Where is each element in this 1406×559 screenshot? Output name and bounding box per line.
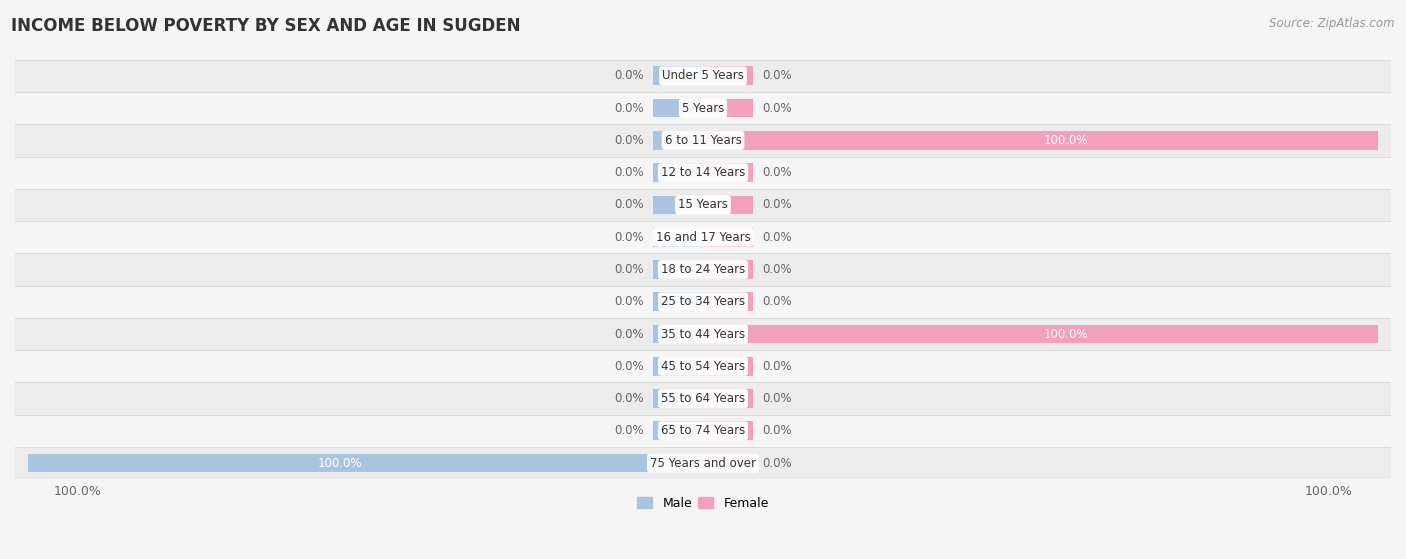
Text: 0.0%: 0.0% xyxy=(614,102,644,115)
Text: 25 to 34 Years: 25 to 34 Years xyxy=(661,295,745,308)
Bar xyxy=(15,157,1391,189)
Text: 0.0%: 0.0% xyxy=(614,295,644,308)
Bar xyxy=(15,189,1391,221)
Bar xyxy=(703,196,754,214)
Text: 0.0%: 0.0% xyxy=(614,392,644,405)
Text: 0.0%: 0.0% xyxy=(762,231,792,244)
Bar xyxy=(15,286,1391,318)
Text: 0.0%: 0.0% xyxy=(762,360,792,373)
Text: 16 and 17 Years: 16 and 17 Years xyxy=(655,231,751,244)
Text: 0.0%: 0.0% xyxy=(762,424,792,437)
Text: 12 to 14 Years: 12 to 14 Years xyxy=(661,166,745,179)
Bar xyxy=(703,389,754,408)
Text: 0.0%: 0.0% xyxy=(762,166,792,179)
Bar xyxy=(754,131,1378,150)
Bar xyxy=(652,67,703,85)
Bar xyxy=(15,447,1391,479)
Text: 100.0%: 100.0% xyxy=(1043,134,1088,147)
Bar xyxy=(754,325,1378,343)
Bar xyxy=(652,325,703,343)
Bar xyxy=(652,454,703,472)
Text: 0.0%: 0.0% xyxy=(614,360,644,373)
Text: 0.0%: 0.0% xyxy=(762,102,792,115)
Bar xyxy=(703,67,754,85)
Text: 0.0%: 0.0% xyxy=(762,263,792,276)
Bar xyxy=(703,228,754,247)
Text: 65 to 74 Years: 65 to 74 Years xyxy=(661,424,745,437)
Bar xyxy=(703,163,754,182)
Bar xyxy=(703,99,754,117)
Text: 0.0%: 0.0% xyxy=(762,198,792,211)
Bar xyxy=(652,228,703,247)
Bar xyxy=(703,357,754,376)
Text: 5 Years: 5 Years xyxy=(682,102,724,115)
Bar xyxy=(703,131,754,150)
Bar xyxy=(703,292,754,311)
Bar xyxy=(15,318,1391,350)
Text: 0.0%: 0.0% xyxy=(614,134,644,147)
Text: 100.0%: 100.0% xyxy=(318,457,363,470)
Text: 0.0%: 0.0% xyxy=(614,69,644,82)
Text: 15 Years: 15 Years xyxy=(678,198,728,211)
Bar xyxy=(15,221,1391,253)
Text: 0.0%: 0.0% xyxy=(762,457,792,470)
Bar xyxy=(652,421,703,440)
Bar xyxy=(652,389,703,408)
Text: 35 to 44 Years: 35 to 44 Years xyxy=(661,328,745,340)
Bar xyxy=(15,350,1391,382)
Bar xyxy=(652,131,703,150)
Text: 0.0%: 0.0% xyxy=(762,69,792,82)
Text: 6 to 11 Years: 6 to 11 Years xyxy=(665,134,741,147)
Text: 45 to 54 Years: 45 to 54 Years xyxy=(661,360,745,373)
Text: INCOME BELOW POVERTY BY SEX AND AGE IN SUGDEN: INCOME BELOW POVERTY BY SEX AND AGE IN S… xyxy=(11,17,520,35)
Bar xyxy=(28,454,652,472)
Bar xyxy=(703,421,754,440)
Bar xyxy=(652,357,703,376)
Bar xyxy=(15,253,1391,286)
Text: 0.0%: 0.0% xyxy=(762,392,792,405)
Text: 0.0%: 0.0% xyxy=(762,295,792,308)
Text: 75 Years and over: 75 Years and over xyxy=(650,457,756,470)
Bar xyxy=(15,60,1391,92)
Bar xyxy=(703,325,754,343)
Text: Source: ZipAtlas.com: Source: ZipAtlas.com xyxy=(1270,17,1395,30)
Text: 0.0%: 0.0% xyxy=(614,166,644,179)
Bar xyxy=(15,92,1391,124)
Text: 0.0%: 0.0% xyxy=(614,328,644,340)
Bar xyxy=(15,382,1391,415)
Text: 0.0%: 0.0% xyxy=(614,231,644,244)
Bar xyxy=(703,260,754,279)
Bar xyxy=(652,196,703,214)
Bar xyxy=(652,292,703,311)
Bar xyxy=(703,454,754,472)
Text: 0.0%: 0.0% xyxy=(614,424,644,437)
Bar xyxy=(652,163,703,182)
Text: 55 to 64 Years: 55 to 64 Years xyxy=(661,392,745,405)
Bar xyxy=(15,124,1391,157)
Text: 100.0%: 100.0% xyxy=(1043,328,1088,340)
Text: 18 to 24 Years: 18 to 24 Years xyxy=(661,263,745,276)
Text: Under 5 Years: Under 5 Years xyxy=(662,69,744,82)
Text: 0.0%: 0.0% xyxy=(614,263,644,276)
Text: 0.0%: 0.0% xyxy=(614,198,644,211)
Bar xyxy=(652,99,703,117)
Bar xyxy=(652,260,703,279)
Bar xyxy=(15,415,1391,447)
Legend: Male, Female: Male, Female xyxy=(633,492,773,515)
